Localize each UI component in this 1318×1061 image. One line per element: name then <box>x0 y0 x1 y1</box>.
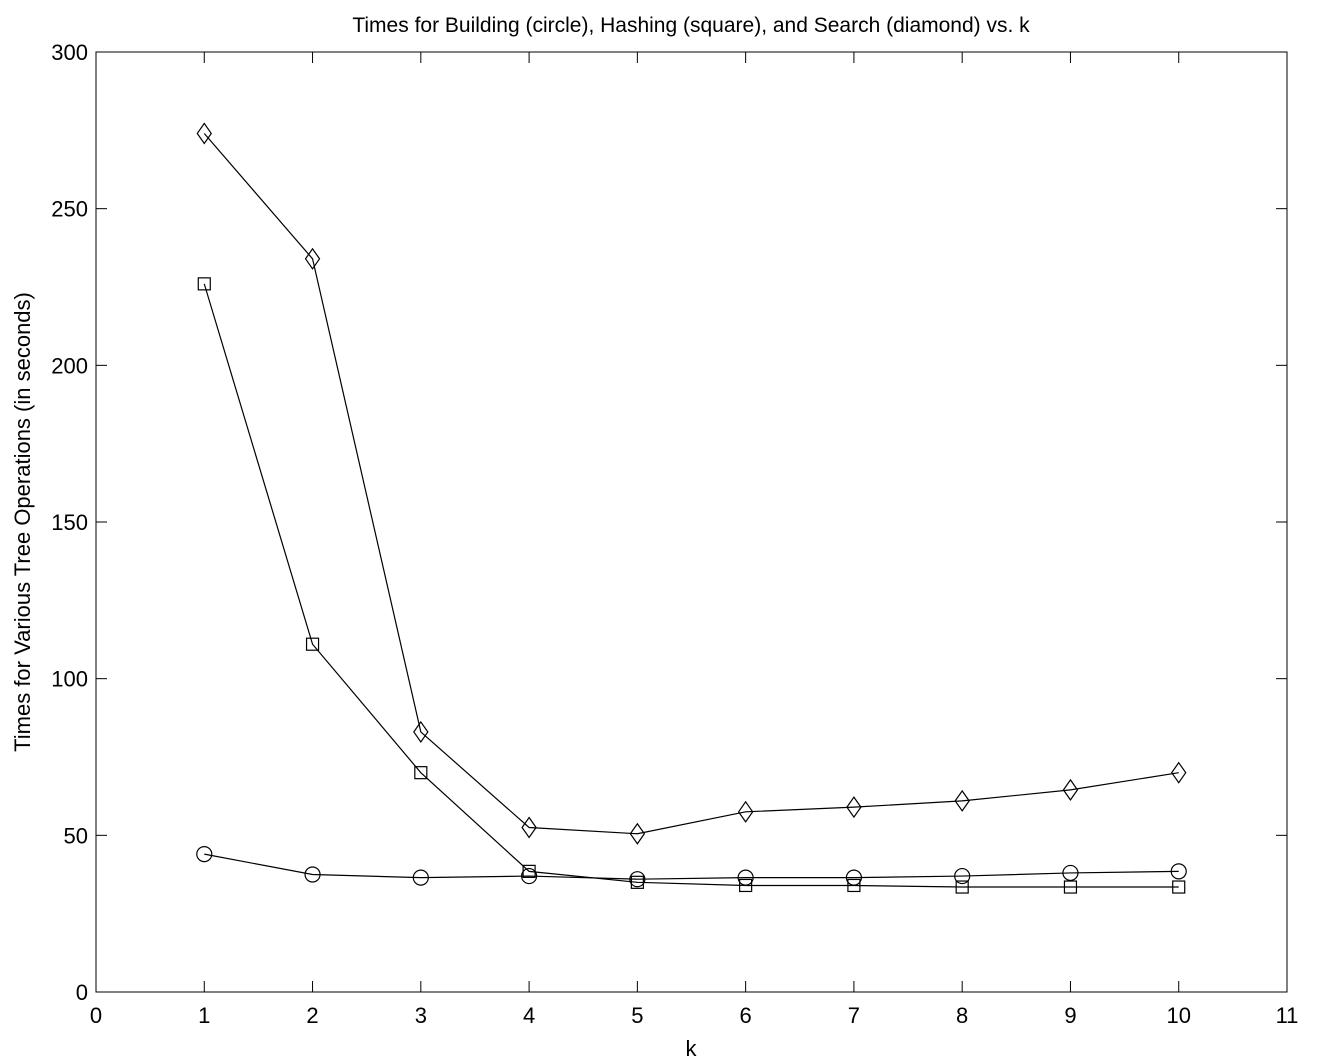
x-tick-label: 6 <box>740 1003 752 1028</box>
data-point-diamond <box>846 796 862 819</box>
data-point-circle <box>954 867 971 885</box>
x-tick-label: 5 <box>631 1003 643 1028</box>
series-line <box>203 133 1179 835</box>
y-tick-label: 300 <box>51 40 88 65</box>
y-tick-label: 250 <box>51 197 88 222</box>
data-point-square <box>197 277 211 291</box>
data-point-square <box>847 878 861 893</box>
data-point-diamond <box>304 247 321 270</box>
x-axis-label: k <box>686 1036 698 1061</box>
y-tick-label: 150 <box>51 510 88 535</box>
data-point-diamond <box>413 720 429 743</box>
x-tick-label: 4 <box>523 1003 535 1028</box>
data-series <box>196 122 1187 894</box>
data-point-diamond <box>196 122 213 145</box>
data-point-circle <box>412 869 429 886</box>
y-tick-label: 50 <box>64 823 88 848</box>
y-tick-label: 200 <box>51 353 88 378</box>
x-tick-label: 3 <box>415 1003 427 1028</box>
data-point-diamond <box>1062 778 1079 801</box>
data-point-diamond <box>629 822 646 845</box>
data-point-square <box>630 875 644 889</box>
data-point-square <box>522 864 536 878</box>
data-point-square <box>414 766 428 780</box>
data-point-square <box>1172 880 1186 894</box>
y-tick-label: 100 <box>51 667 88 692</box>
axis-ticks: 0 1 2 3 4 5 6 7 8 9 10 11 0 50 100 150 200 250 300 <box>51 40 1298 1028</box>
data-point-circle <box>1170 863 1187 880</box>
y-axis-label: Times for Various Tree Operations (in se… <box>10 292 35 752</box>
x-tick-label: 1 <box>198 1003 210 1028</box>
data-point-square <box>739 878 753 893</box>
series-line <box>203 283 1179 888</box>
series-square <box>197 277 1186 894</box>
x-tick-label: 8 <box>956 1003 968 1028</box>
x-tick-label: 7 <box>848 1003 860 1028</box>
chart-title: Times for Building (circle), Hashing (sq… <box>352 14 1030 37</box>
x-tick-label: 2 <box>306 1003 318 1028</box>
x-tick-label: 0 <box>90 1003 102 1028</box>
y-tick-label: 0 <box>76 980 88 1005</box>
x-tick-label: 11 <box>1276 1003 1299 1028</box>
series-diamond <box>196 122 1187 845</box>
data-point-circle <box>629 871 646 888</box>
data-point-circle <box>196 846 213 863</box>
data-point-diamond <box>954 789 970 812</box>
data-point-square <box>305 637 320 651</box>
series-line <box>204 853 1179 880</box>
data-point-square <box>955 880 969 894</box>
plot-area <box>95 51 1288 993</box>
x-tick-label: 10 <box>1166 1003 1190 1028</box>
x-tick-label: 9 <box>1064 1003 1076 1028</box>
data-point-diamond <box>1170 761 1187 784</box>
data-point-diamond <box>737 800 754 823</box>
data-point-square <box>1063 880 1078 894</box>
data-point-diamond <box>521 816 537 839</box>
data-point-circle <box>304 866 321 883</box>
data-point-circle <box>520 867 538 885</box>
